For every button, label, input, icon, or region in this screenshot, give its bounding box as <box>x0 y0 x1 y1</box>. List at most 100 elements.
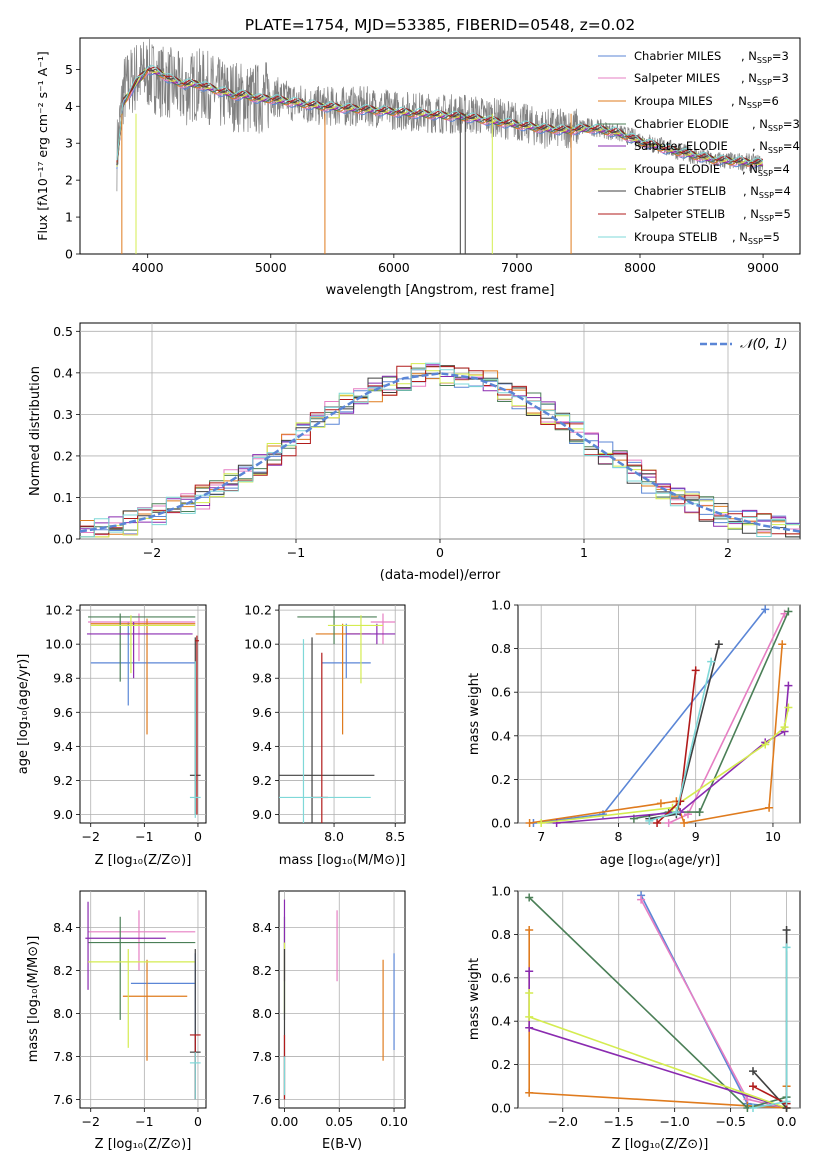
y-tick-label: 9.0 <box>252 807 272 822</box>
x-tick-label: −2.0 <box>548 1114 578 1129</box>
y-tick-label: 7.6 <box>252 1092 272 1107</box>
legend-nssp-label: , NSSP=4 <box>752 139 800 155</box>
error-bar-point <box>279 637 375 823</box>
mass-vs-ebv-panel: 0.00 0.05 0.10 7.6 7.8 8.0 8.2 8.4 E(B-V) <box>252 890 408 1152</box>
mass-vs-z-x-label: Z [log₁₀(Z/Z⊙)] <box>95 1137 192 1152</box>
mass-weight-line <box>649 661 712 822</box>
x-tick-label: 1 <box>580 545 588 560</box>
y-tick-label: 8.2 <box>252 963 272 978</box>
error-bar-point <box>88 916 196 1020</box>
age-vs-mass-x-label: mass [log₁₀(M/M⊙)] <box>279 853 406 868</box>
x-tick-label: −0.5 <box>715 1114 745 1129</box>
legend-entry: Kroupa MILES <box>598 94 713 108</box>
error-bar-point <box>88 949 196 1048</box>
model-spectrum-line <box>116 67 764 167</box>
age-vs-z-plot-area <box>86 613 201 818</box>
y-tick-label: 10.2 <box>45 603 73 618</box>
mass-weight-vs-age-y-label: mass weight <box>467 673 482 755</box>
mass-weight-vs-z-y-ticks: 0.0 0.2 0.4 0.6 0.8 1.0 <box>491 884 518 1116</box>
age-vs-z-grid <box>80 605 206 823</box>
x-tick-label: 7000 <box>501 260 533 275</box>
mass-weight-vs-age-axes-frame <box>517 604 801 824</box>
age-vs-mass-y-ticks: 9.0 9.2 9.4 9.6 9.8 10.0 10.2 <box>244 603 279 822</box>
y-tick-label: 0.8 <box>491 641 511 656</box>
y-tick-label: 5 <box>65 62 73 77</box>
y-tick-label: 9.2 <box>252 773 272 788</box>
plus-marker <box>765 803 774 812</box>
mass-weight-line <box>528 930 788 1109</box>
mass-vs-z-y-label: mass [log₁₀(M/M⊙)] <box>26 936 41 1063</box>
x-tick-label: −1 <box>135 829 153 844</box>
mass-vs-ebv-grid <box>279 891 405 1108</box>
x-tick-label: 0.10 <box>380 1114 408 1129</box>
spectrum-panel: 4000 5000 6000 7000 8000 9000 0 1 2 3 4 5 waveleng… <box>35 37 801 298</box>
y-tick-label: 10.0 <box>45 637 73 652</box>
x-tick-label: 8.0 <box>324 829 344 844</box>
age-vs-z-x-label: Z [log₁₀(Z/Z⊙)] <box>95 853 192 868</box>
legend-model-name: Salpeter STELIB <box>634 207 725 221</box>
error-bar-point <box>122 959 188 1061</box>
mass-vs-z-grid <box>80 891 206 1108</box>
x-tick-label: 7 <box>537 829 545 844</box>
mass-vs-ebv-y-ticks: 7.6 7.8 8.0 8.2 8.4 <box>252 920 279 1107</box>
error-bar-point <box>85 901 166 990</box>
y-tick-label: 9.8 <box>252 671 272 686</box>
legend-entry: Salpeter MILES <box>598 71 720 85</box>
mass-weight-vs-age-x-label: age [log₁₀(age/yr)] <box>600 853 721 868</box>
y-tick-label: 9.4 <box>53 739 73 754</box>
plus-marker <box>680 819 689 827</box>
y-tick-label: 1.0 <box>491 884 511 899</box>
mass-vs-ebv-x-label: E(B-V) <box>322 1137 362 1152</box>
x-tick-label: 9000 <box>747 260 779 275</box>
x-tick-label: 0.05 <box>325 1114 353 1129</box>
error-bar-point <box>297 610 377 645</box>
plus-marker <box>784 681 793 690</box>
x-tick-label: 8.5 <box>385 829 405 844</box>
spectrum-y-ticks: 0 1 2 3 4 5 <box>65 62 80 262</box>
x-tick-label: 5000 <box>255 260 287 275</box>
y-tick-label: 0.0 <box>491 816 511 831</box>
plus-marker <box>749 1082 757 1091</box>
mass-weight-vs-z-x-label: Z [log₁₀(Z/Z⊙)] <box>612 1137 709 1152</box>
age-vs-mass-plot-area <box>279 610 396 823</box>
legend-label-normal: 𝒩(0, 1) <box>740 337 787 352</box>
mass-weight-vs-z-x-ticks: −2.0 −1.5 −1.0 −0.5 0.0 <box>548 1108 797 1129</box>
error-bar-point <box>86 622 193 679</box>
plus-marker <box>707 657 716 666</box>
plus-marker <box>714 640 723 649</box>
normal-curve-line <box>79 372 801 533</box>
legend-nssp-label: , NSSP=5 <box>732 230 780 246</box>
spectrum-x-ticks: 4000 5000 6000 7000 8000 9000 <box>132 254 779 275</box>
x-tick-label: 0.0 <box>777 1114 797 1129</box>
plus-marker <box>784 703 793 712</box>
y-tick-label: 8.0 <box>252 1006 272 1021</box>
mass-weight-vs-z-plot-area <box>525 891 791 1112</box>
plus-marker <box>691 666 700 675</box>
plus-marker <box>672 808 681 817</box>
plus-marker <box>780 723 789 732</box>
x-tick-label: −1 <box>287 545 305 560</box>
y-tick-label: 0 <box>65 247 73 262</box>
plus-marker <box>525 819 534 827</box>
y-tick-label: 1 <box>65 210 73 225</box>
x-tick-label: 10 <box>765 829 781 844</box>
y-tick-label: 9.6 <box>252 705 272 720</box>
residual-histogram <box>80 363 800 538</box>
legend-model-name: Kroupa STELIB <box>634 230 718 244</box>
mass-vs-z-panel: −2 −1 0 7.6 7.8 8.0 8.2 8.4 Z [log₁₀(Z/Z⊙)] ma… <box>26 890 207 1152</box>
y-tick-label: 0.4 <box>491 728 511 743</box>
age-vs-mass-axes-frame <box>278 604 406 824</box>
age-vs-z-axes-frame <box>79 604 207 824</box>
y-tick-label: 0.0 <box>53 532 73 547</box>
plus-marker <box>656 799 665 808</box>
y-tick-label: 0.4 <box>53 365 73 380</box>
mass-weight-line <box>752 930 788 1111</box>
age-vs-mass-x-ticks: 8.0 8.5 <box>324 823 405 844</box>
legend-entry: Chabrier STELIB <box>598 184 726 198</box>
legend-model-name: Kroupa ELODIE <box>634 162 720 176</box>
x-tick-label: 0 <box>194 829 202 844</box>
residuals-y-ticks: 0.0 0.1 0.2 0.3 0.4 0.5 <box>53 324 80 547</box>
model-spectrum-line <box>116 65 764 163</box>
mass-vs-ebv-plot-area <box>283 899 395 1100</box>
mass-vs-z-axes-frame <box>79 890 207 1109</box>
